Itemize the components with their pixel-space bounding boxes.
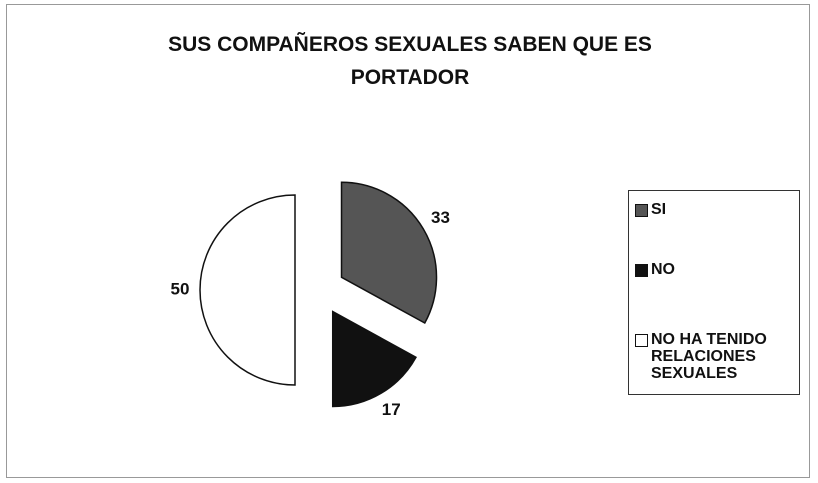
legend-label: NO	[651, 261, 675, 278]
data-label: 50	[171, 279, 190, 298]
legend-swatch	[635, 264, 648, 277]
legend-entry: NO	[635, 261, 786, 278]
chart-frame	[6, 4, 810, 478]
legend-swatch	[635, 204, 648, 217]
data-label: 17	[382, 400, 401, 419]
legend-entry: SI	[635, 201, 786, 218]
chart-title: SUS COMPAÑEROS SEXUALES SABEN QUE ES POR…	[168, 33, 652, 89]
legend: SI NO NO HA TENIDO RELACIONES SEXUALES	[628, 190, 800, 395]
pie-slice	[331, 310, 417, 408]
data-label: 33	[431, 208, 450, 227]
legend-swatch	[635, 334, 648, 347]
pie-slice	[199, 194, 296, 386]
legend-entry: NO HA TENIDO RELACIONES SEXUALES	[635, 331, 786, 382]
pie-slice	[340, 181, 438, 325]
legend-label: NO HA TENIDO RELACIONES SEXUALES	[651, 331, 767, 382]
legend-label: SI	[651, 201, 667, 218]
